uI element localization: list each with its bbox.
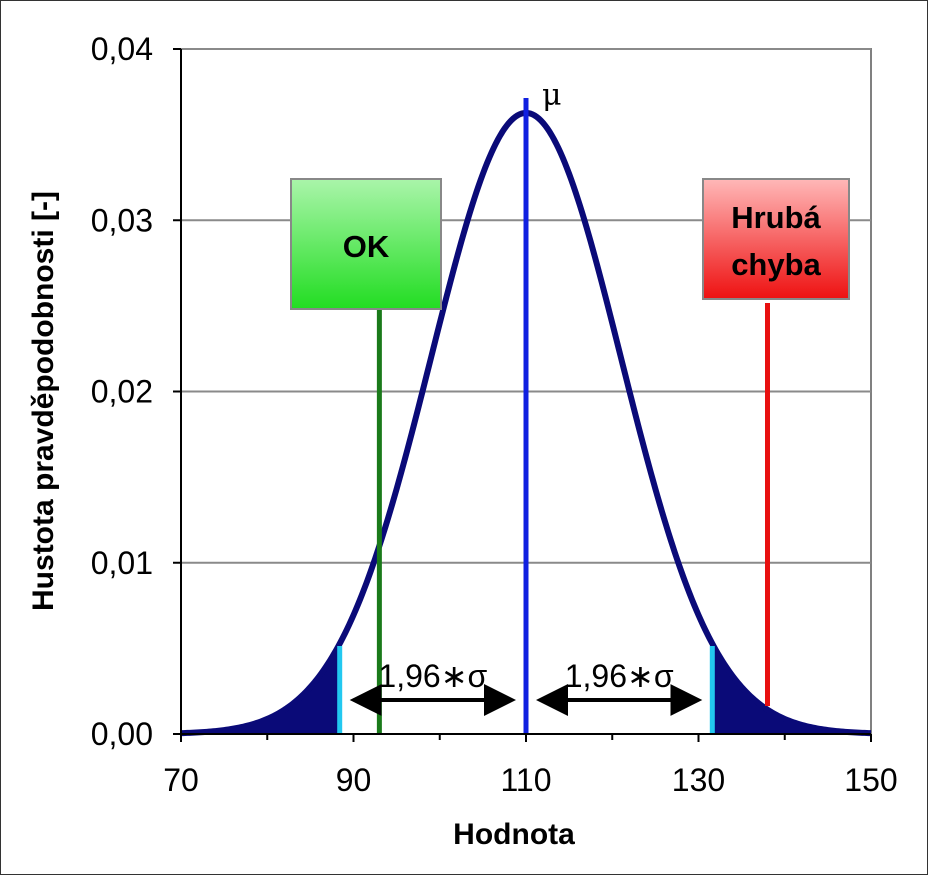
error-box-label-2: chyba bbox=[731, 247, 821, 282]
y-tick-label: 0,03 bbox=[91, 202, 153, 238]
x-tick-label: 150 bbox=[844, 762, 897, 798]
y-axis-title: Hustota pravděpodobnosti [-] bbox=[27, 191, 60, 611]
x-tick-label: 90 bbox=[336, 762, 372, 798]
y-tick-label: 0,02 bbox=[91, 374, 153, 410]
x-tick-label: 70 bbox=[163, 762, 199, 798]
shaded-tail bbox=[181, 646, 340, 734]
y-axis-ticks: 0,00 0,01 0,02 0,03 0,04 bbox=[91, 31, 871, 752]
error-box: Hrubá chyba bbox=[702, 178, 850, 300]
right-interval-label: 1,96∗σ bbox=[565, 658, 674, 694]
x-axis-title: Hodnota bbox=[453, 818, 575, 851]
mean-label: μ bbox=[542, 78, 562, 113]
y-tick-label: 0,04 bbox=[91, 31, 153, 67]
x-axis-ticks: 70 90 110 130 150 bbox=[163, 734, 898, 798]
x-tick-label: 130 bbox=[672, 762, 725, 798]
ok-box: OK bbox=[290, 178, 442, 310]
error-box-label-1: Hrubá bbox=[731, 200, 821, 235]
shaded-tails bbox=[181, 643, 871, 734]
ok-box-label: OK bbox=[343, 229, 390, 264]
shaded-tail bbox=[712, 643, 871, 734]
y-tick-label: 0,00 bbox=[91, 716, 153, 752]
left-interval-label: 1,96∗σ bbox=[378, 658, 487, 694]
y-tick-label: 0,01 bbox=[91, 545, 153, 581]
x-tick-label: 110 bbox=[500, 762, 551, 798]
